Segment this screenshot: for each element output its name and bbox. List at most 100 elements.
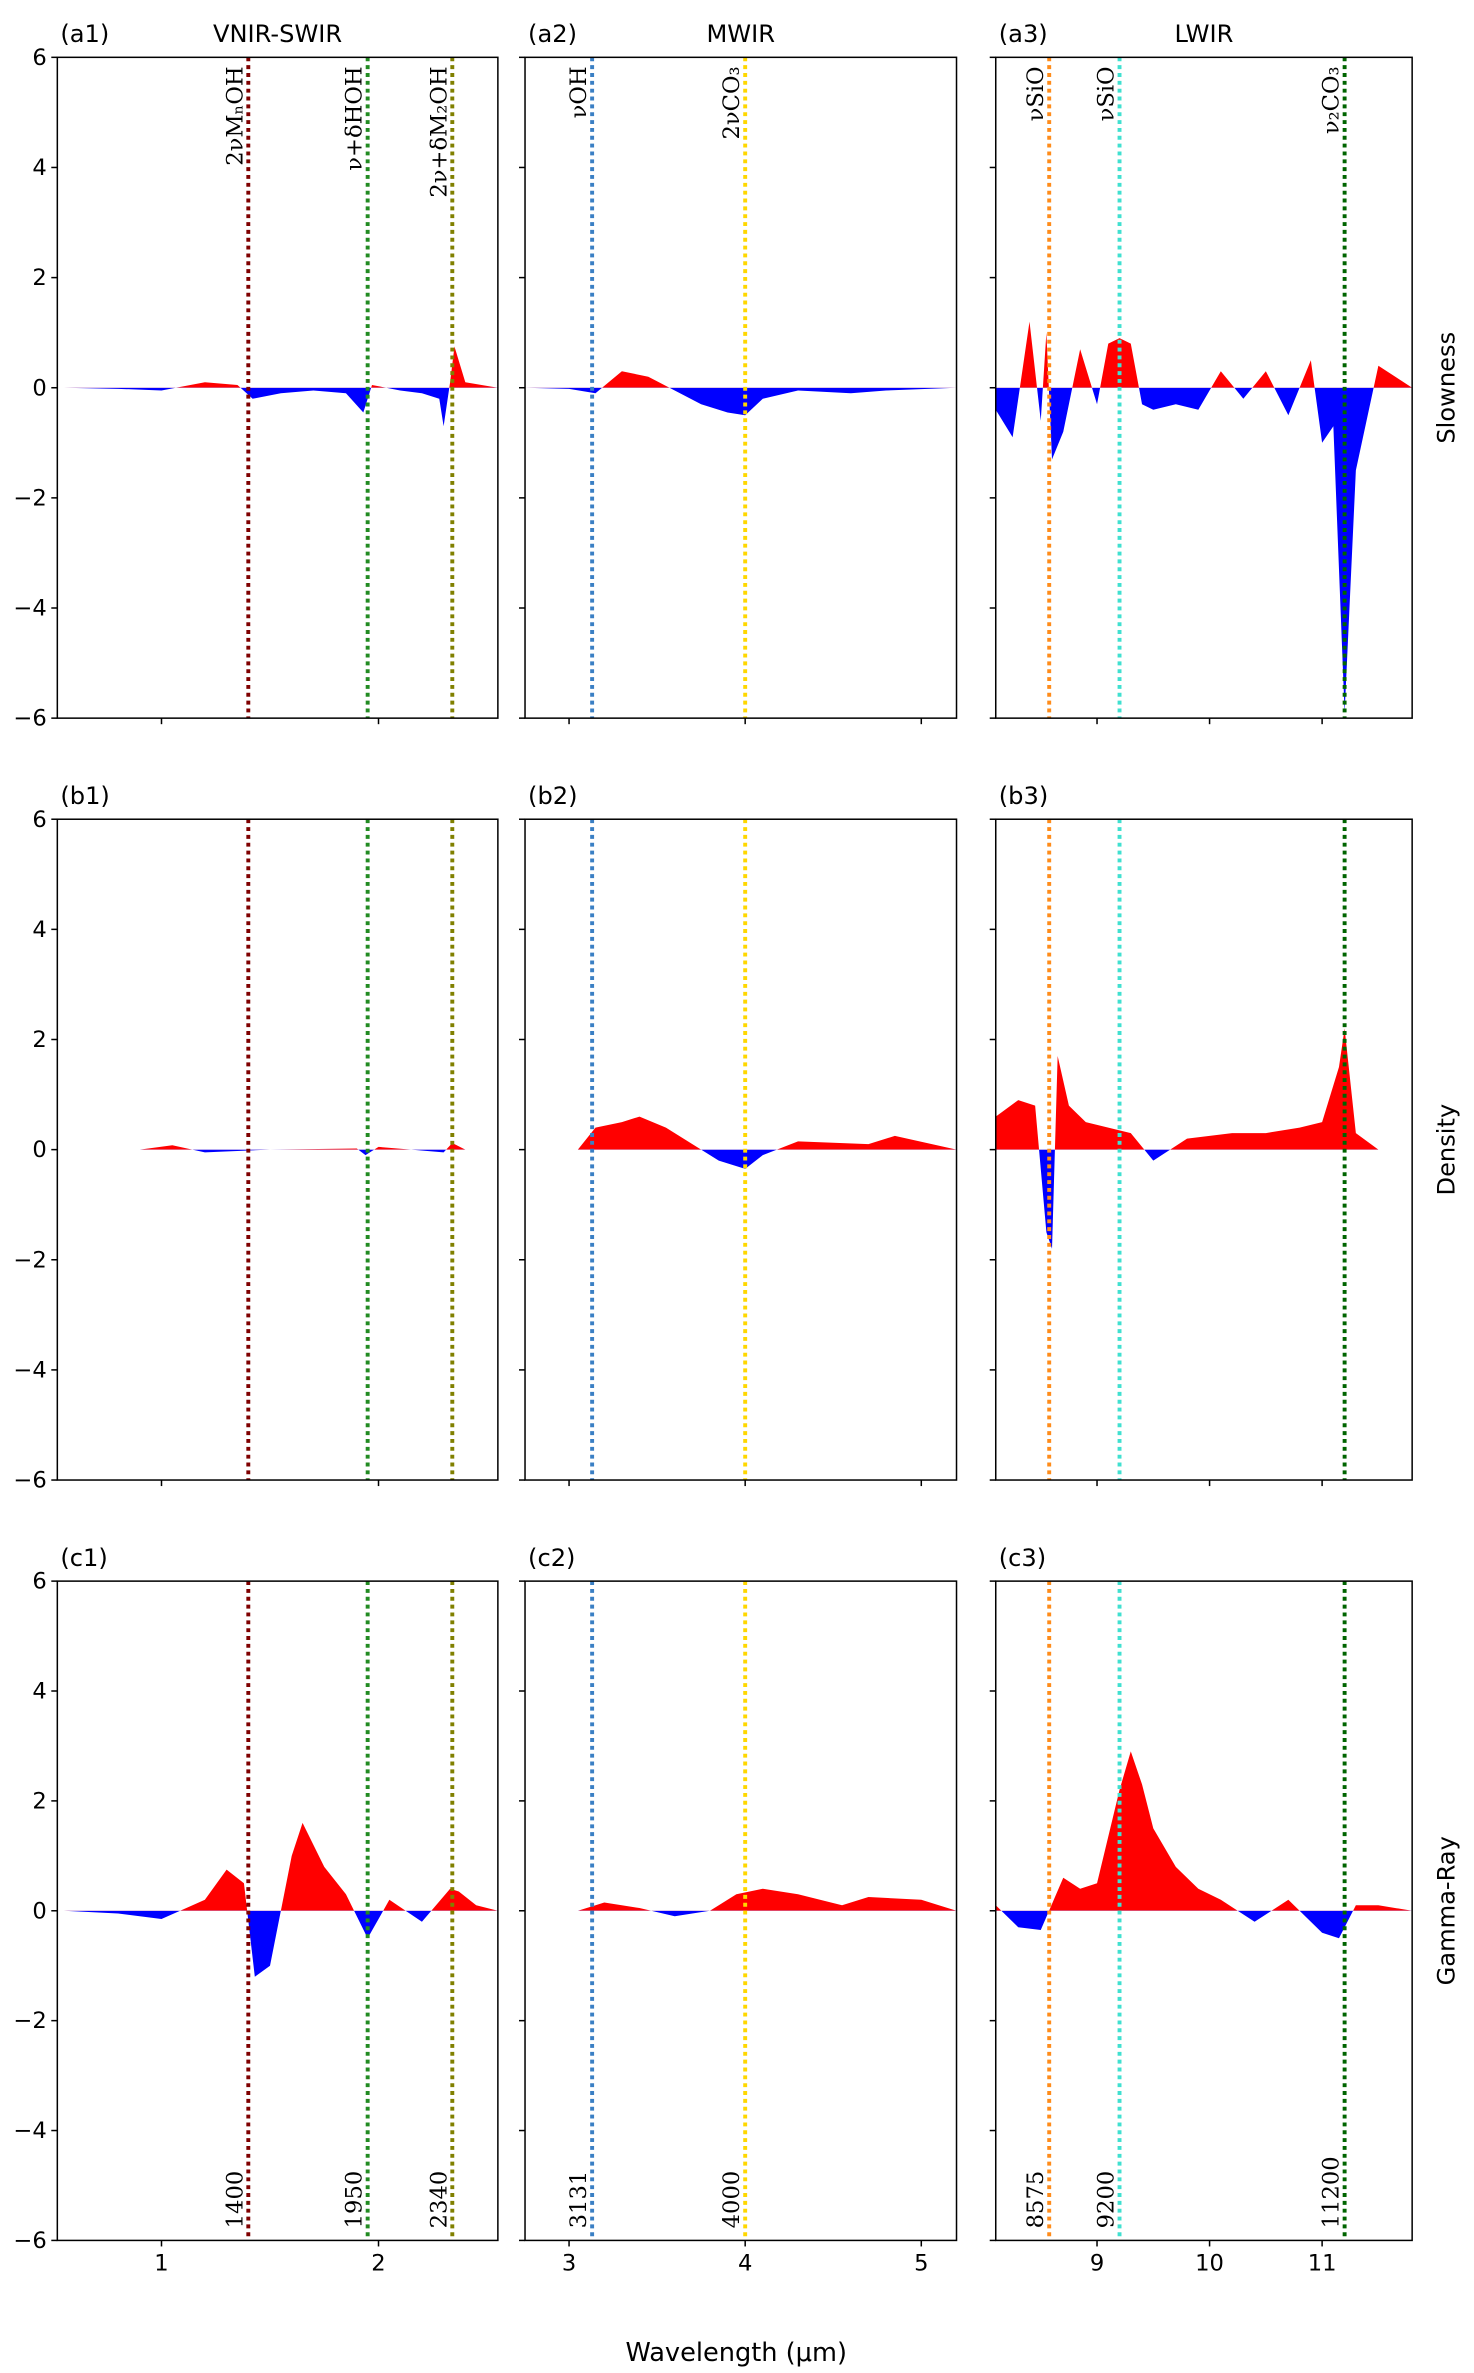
figure-content: 2νMₙOH ν+δHOH 2ν+δM₂OH −6 −4 −2 0 2 4 6 (a1) VNIR-S… <box>13 20 1460 2368</box>
band-label: νOH <box>566 66 592 118</box>
negative-area-group <box>525 1149 957 1169</box>
y-tick-label: 4 <box>32 917 46 943</box>
panel-label: (c3) <box>999 1544 1046 1572</box>
x-tick-label: 11 <box>1308 2251 1337 2277</box>
negative-area <box>63 387 498 427</box>
y-tick-label: 2 <box>32 1788 46 1814</box>
y-tick-label: −2 <box>13 1247 46 1273</box>
negative-area <box>995 1910 1413 1939</box>
y-tick-label: −6 <box>13 706 46 732</box>
wavenumber-label: 1950 <box>342 2171 368 2229</box>
wavenumber-label: 9200 <box>1094 2171 1120 2229</box>
band-label: νSiO <box>1023 66 1049 121</box>
column-title: VNIR-SWIR <box>213 20 342 48</box>
panel-a3: νSiO νSiO ν₂CO₃ (a3) LWIR Slowness <box>989 20 1460 725</box>
positive-area-group <box>63 346 498 388</box>
positive-area <box>995 1028 1413 1150</box>
band-label: ν+δHOH <box>342 66 368 170</box>
negative-area <box>63 1910 498 1977</box>
plot-area <box>995 1581 1413 2241</box>
y-tick-label: 4 <box>32 155 46 181</box>
plot-area <box>63 1581 498 2241</box>
band-label: νSiO <box>1094 66 1120 121</box>
negative-area-group <box>63 1910 498 1977</box>
row-label: Gamma-Ray <box>1432 1836 1460 1985</box>
x-tick-label: 2 <box>371 2251 385 2277</box>
positive-area <box>995 1751 1413 1911</box>
y-tick-label: −4 <box>13 2118 46 2144</box>
x-axis-label: Wavelength (μm) <box>626 2338 847 2368</box>
row-label: Slowness <box>1432 332 1460 444</box>
plot-area <box>63 57 498 719</box>
y-tick-label: −2 <box>13 2008 46 2034</box>
panel-label: (b3) <box>999 782 1049 810</box>
x-tick-label: 4 <box>738 2251 752 2277</box>
panel-b2: (b2) <box>518 782 958 1487</box>
panel-b3: (b3) Density <box>989 782 1460 1487</box>
y-tick-label: 0 <box>32 1898 46 1924</box>
x-tick-label: 1 <box>154 2251 168 2277</box>
y-tick-label: 2 <box>32 1027 46 1053</box>
panel-label: (b2) <box>528 782 578 810</box>
y-tick-label: 6 <box>32 1569 46 1595</box>
column-title: MWIR <box>706 20 775 48</box>
y-tick-label: 0 <box>32 375 46 401</box>
panel-c3: 8575 9200 11200 9 10 11 (c3) Gamma-Ray <box>989 1544 1460 2277</box>
plot-area <box>995 57 1413 719</box>
panel-a1: 2νMₙOH ν+δHOH 2ν+δM₂OH −6 −4 −2 0 2 4 6 (a1) VNIR-S… <box>13 20 499 732</box>
x-tick-label: 3 <box>562 2251 576 2277</box>
plot-area <box>995 819 1413 1481</box>
plot-area <box>525 1581 957 2241</box>
negative-area <box>63 1149 498 1156</box>
panel-c2: 3131 4000 3 4 5 (c2) <box>518 1544 958 2277</box>
y-tick-label: 0 <box>32 1137 46 1163</box>
positive-area-group <box>63 1143 498 1150</box>
wavenumber-label: 4000 <box>719 2171 745 2229</box>
plot-area <box>525 57 957 719</box>
band-label: ν₂CO₃ <box>1319 66 1345 134</box>
panel-label: (a1) <box>60 20 109 48</box>
y-tick-label: 6 <box>32 807 46 833</box>
column-title: LWIR <box>1174 20 1233 48</box>
y-tick-label: −4 <box>13 1357 46 1383</box>
positive-area <box>63 346 498 388</box>
positive-area-group <box>995 1028 1413 1150</box>
panel-label: (a2) <box>528 20 577 48</box>
band-label: 2νMₙOH <box>222 66 248 165</box>
negative-area <box>525 387 957 416</box>
positive-area-group <box>995 321 1413 388</box>
y-tick-label: −2 <box>13 485 46 511</box>
wavenumber-label: 3131 <box>566 2171 592 2229</box>
y-tick-label: 6 <box>32 45 46 71</box>
positive-area <box>63 1822 498 1911</box>
y-tick-label: 4 <box>32 1679 46 1705</box>
y-tick-label: −6 <box>13 2228 46 2254</box>
positive-area <box>63 1143 498 1150</box>
positive-area-group <box>525 1888 957 1911</box>
x-tick-label: 5 <box>914 2251 928 2277</box>
negative-area-group <box>525 387 957 416</box>
negative-area <box>995 387 1413 713</box>
negative-area-group <box>995 1910 1413 1939</box>
positive-area <box>525 371 957 388</box>
y-tick-label: −6 <box>13 1468 46 1494</box>
wavenumber-label: 1400 <box>222 2171 248 2229</box>
band-label: 2ν+δM₂OH <box>426 66 452 197</box>
y-tick-label: 2 <box>32 265 46 291</box>
panel-b1: −6 −4 −2 0 2 4 6 (b1) <box>13 782 499 1494</box>
plot-area <box>525 819 957 1481</box>
panel-c1: 1400 1950 2340 −6 −4 −2 0 2 4 6 1 2 (c1) <box>13 1544 499 2277</box>
wavenumber-label: 8575 <box>1023 2171 1049 2229</box>
wavenumber-label: 2340 <box>426 2171 452 2229</box>
positive-area <box>995 321 1413 388</box>
panel-label: (b1) <box>60 782 110 810</box>
negative-area-group <box>995 387 1413 713</box>
plot-area <box>63 819 498 1481</box>
panel-a2: νOH 2νCO₃ (a2) MWIR <box>518 20 958 725</box>
y-tick-label: −4 <box>13 596 46 622</box>
positive-area <box>525 1116 957 1150</box>
positive-area-group <box>63 1822 498 1911</box>
panel-label: (a3) <box>999 20 1048 48</box>
panel-label: (c2) <box>528 1544 575 1572</box>
